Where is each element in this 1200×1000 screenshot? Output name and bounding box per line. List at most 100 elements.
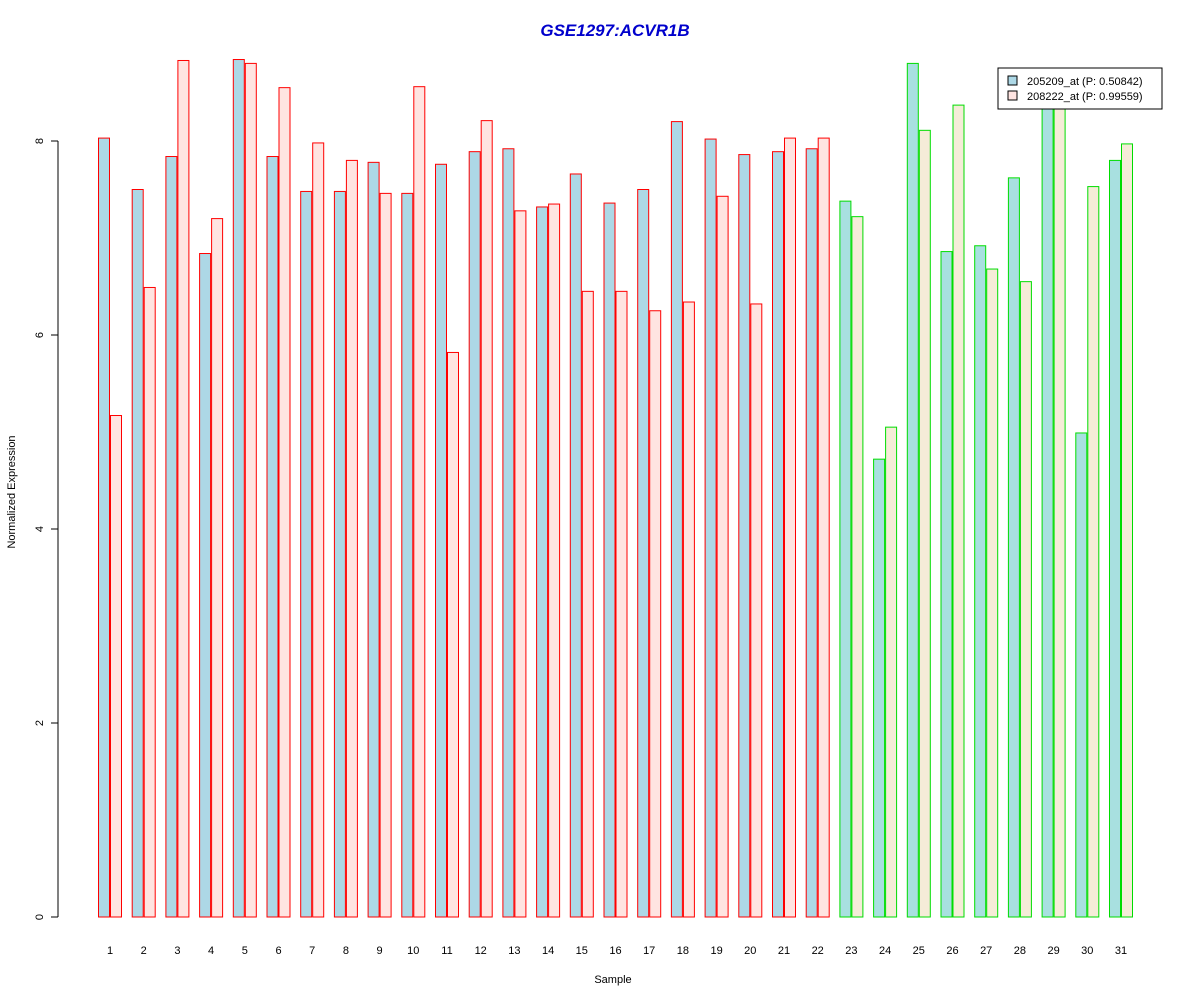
x-tick-label: 28 [1014,945,1026,957]
bar-208222-at [211,218,224,918]
bar-208222-at [750,303,763,918]
bar-205209-at [738,154,751,918]
bar-205209-at [1007,177,1020,918]
y-tick-label: 8 [34,138,46,144]
bar-205209-at [637,189,650,918]
x-tick-label: 21 [778,945,790,957]
bar-208222-at [1087,186,1100,918]
bar-205209-at [536,206,549,918]
y-tick-label: 0 [34,914,46,920]
bar-208222-at [548,203,561,918]
y-tick-label: 2 [34,720,46,726]
bar-208222-at [312,142,325,918]
bar-205209-at [805,148,818,918]
x-tick-label: 2 [141,945,147,957]
y-tick-label: 6 [34,332,46,338]
y-axis-label: Normalized Expression [6,435,18,548]
x-tick-label: 17 [643,945,655,957]
bar-205209-at [232,59,245,918]
x-tick-label: 15 [576,945,588,957]
bar-205209-at [435,163,447,918]
bar-208222-at [918,129,931,918]
bar-208222-at [143,286,156,918]
bar-205209-at [165,156,178,918]
bar-208222-at [649,310,662,918]
bar-208222-at [514,210,527,918]
bar-205209-at [266,156,279,918]
x-tick-label: 27 [980,945,992,957]
x-tick-label: 11 [441,945,452,957]
chart-title: GSE1297:ACVR1B [540,21,689,40]
x-tick-label: 14 [542,945,554,957]
bar-208222-at [851,216,864,918]
x-axis-label: Sample [594,974,631,986]
x-tick-label: 20 [744,945,756,957]
x-tick-label: 22 [812,945,824,957]
x-tick-label: 30 [1081,945,1093,957]
bar-208222-at [615,290,628,918]
bar-205209-at [670,121,683,918]
bar-205209-at [98,137,110,918]
bar-208222-at [885,426,898,918]
bar-208222-at [1121,143,1133,918]
bar-205209-at [906,62,919,918]
bar-208222-at [480,120,493,918]
x-tick-label: 18 [677,945,689,957]
bar-208222-at [817,137,830,918]
bar-205209-at [468,151,481,918]
x-tick-label: 4 [208,945,214,957]
bar-208222-at [177,59,190,918]
bar-205209-at [603,202,616,918]
x-tick-label: 7 [309,945,315,957]
bar-208222-at [413,86,426,918]
bar-205209-at [873,458,886,918]
bar-208222-at [581,290,594,918]
x-tick-label: 29 [1047,945,1059,957]
x-tick-label: 23 [845,945,857,957]
x-tick-labels: 1 2 3 4 5 6 7 8 9 10 11 12 13 14 15 16 17 18 19 20 21 22 23 24 2… [107,945,1127,957]
bar-205209-at [1041,106,1054,918]
x-tick-label: 3 [174,945,180,957]
legend-swatch-2 [1007,90,1018,101]
x-tick-label: 6 [275,945,281,957]
bar-208222-at [952,104,965,918]
bar-208222-at [1019,281,1032,918]
bar-208222-at [986,268,999,918]
x-tick-label: 31 [1115,945,1127,957]
bar-208222-at [716,195,729,918]
bar-205209-at [839,200,852,918]
x-tick-label: 26 [946,945,958,957]
bar-208222-at [345,159,358,918]
bar-205209-at [974,245,987,918]
bar-205209-at [502,148,515,918]
bar-208222-at [447,351,459,918]
bar-208222-at [784,137,796,918]
bar-208222-at [278,87,291,918]
bar-208222-at [1053,106,1066,918]
bar-205209-at [131,189,144,918]
bar-208222-at [682,301,695,918]
bar-205209-at [772,151,784,918]
bar-205209-at [940,251,953,918]
x-tick-label: 12 [475,945,487,957]
bar-205209-at [401,192,414,918]
y-tick-label: 4 [34,526,46,532]
bar-205209-at [1109,159,1121,918]
bar-205209-at [704,138,717,918]
x-tick-label: 24 [879,945,891,957]
x-tick-label: 13 [508,945,520,957]
bar-205209-at [199,253,212,918]
bar-208222-at [244,62,257,918]
legend-entry-1: 205209_at (P: 0.50842) [1027,76,1143,88]
bars-group [98,59,1133,918]
x-tick-label: 5 [242,945,248,957]
legend-swatch-1 [1007,75,1018,86]
x-tick-label: 16 [609,945,621,957]
bar-208222-at [110,415,122,918]
bar-205209-at [569,173,582,918]
legend-box [997,67,1163,110]
x-tick-label: 9 [377,945,383,957]
x-tick-label: 10 [407,945,419,957]
